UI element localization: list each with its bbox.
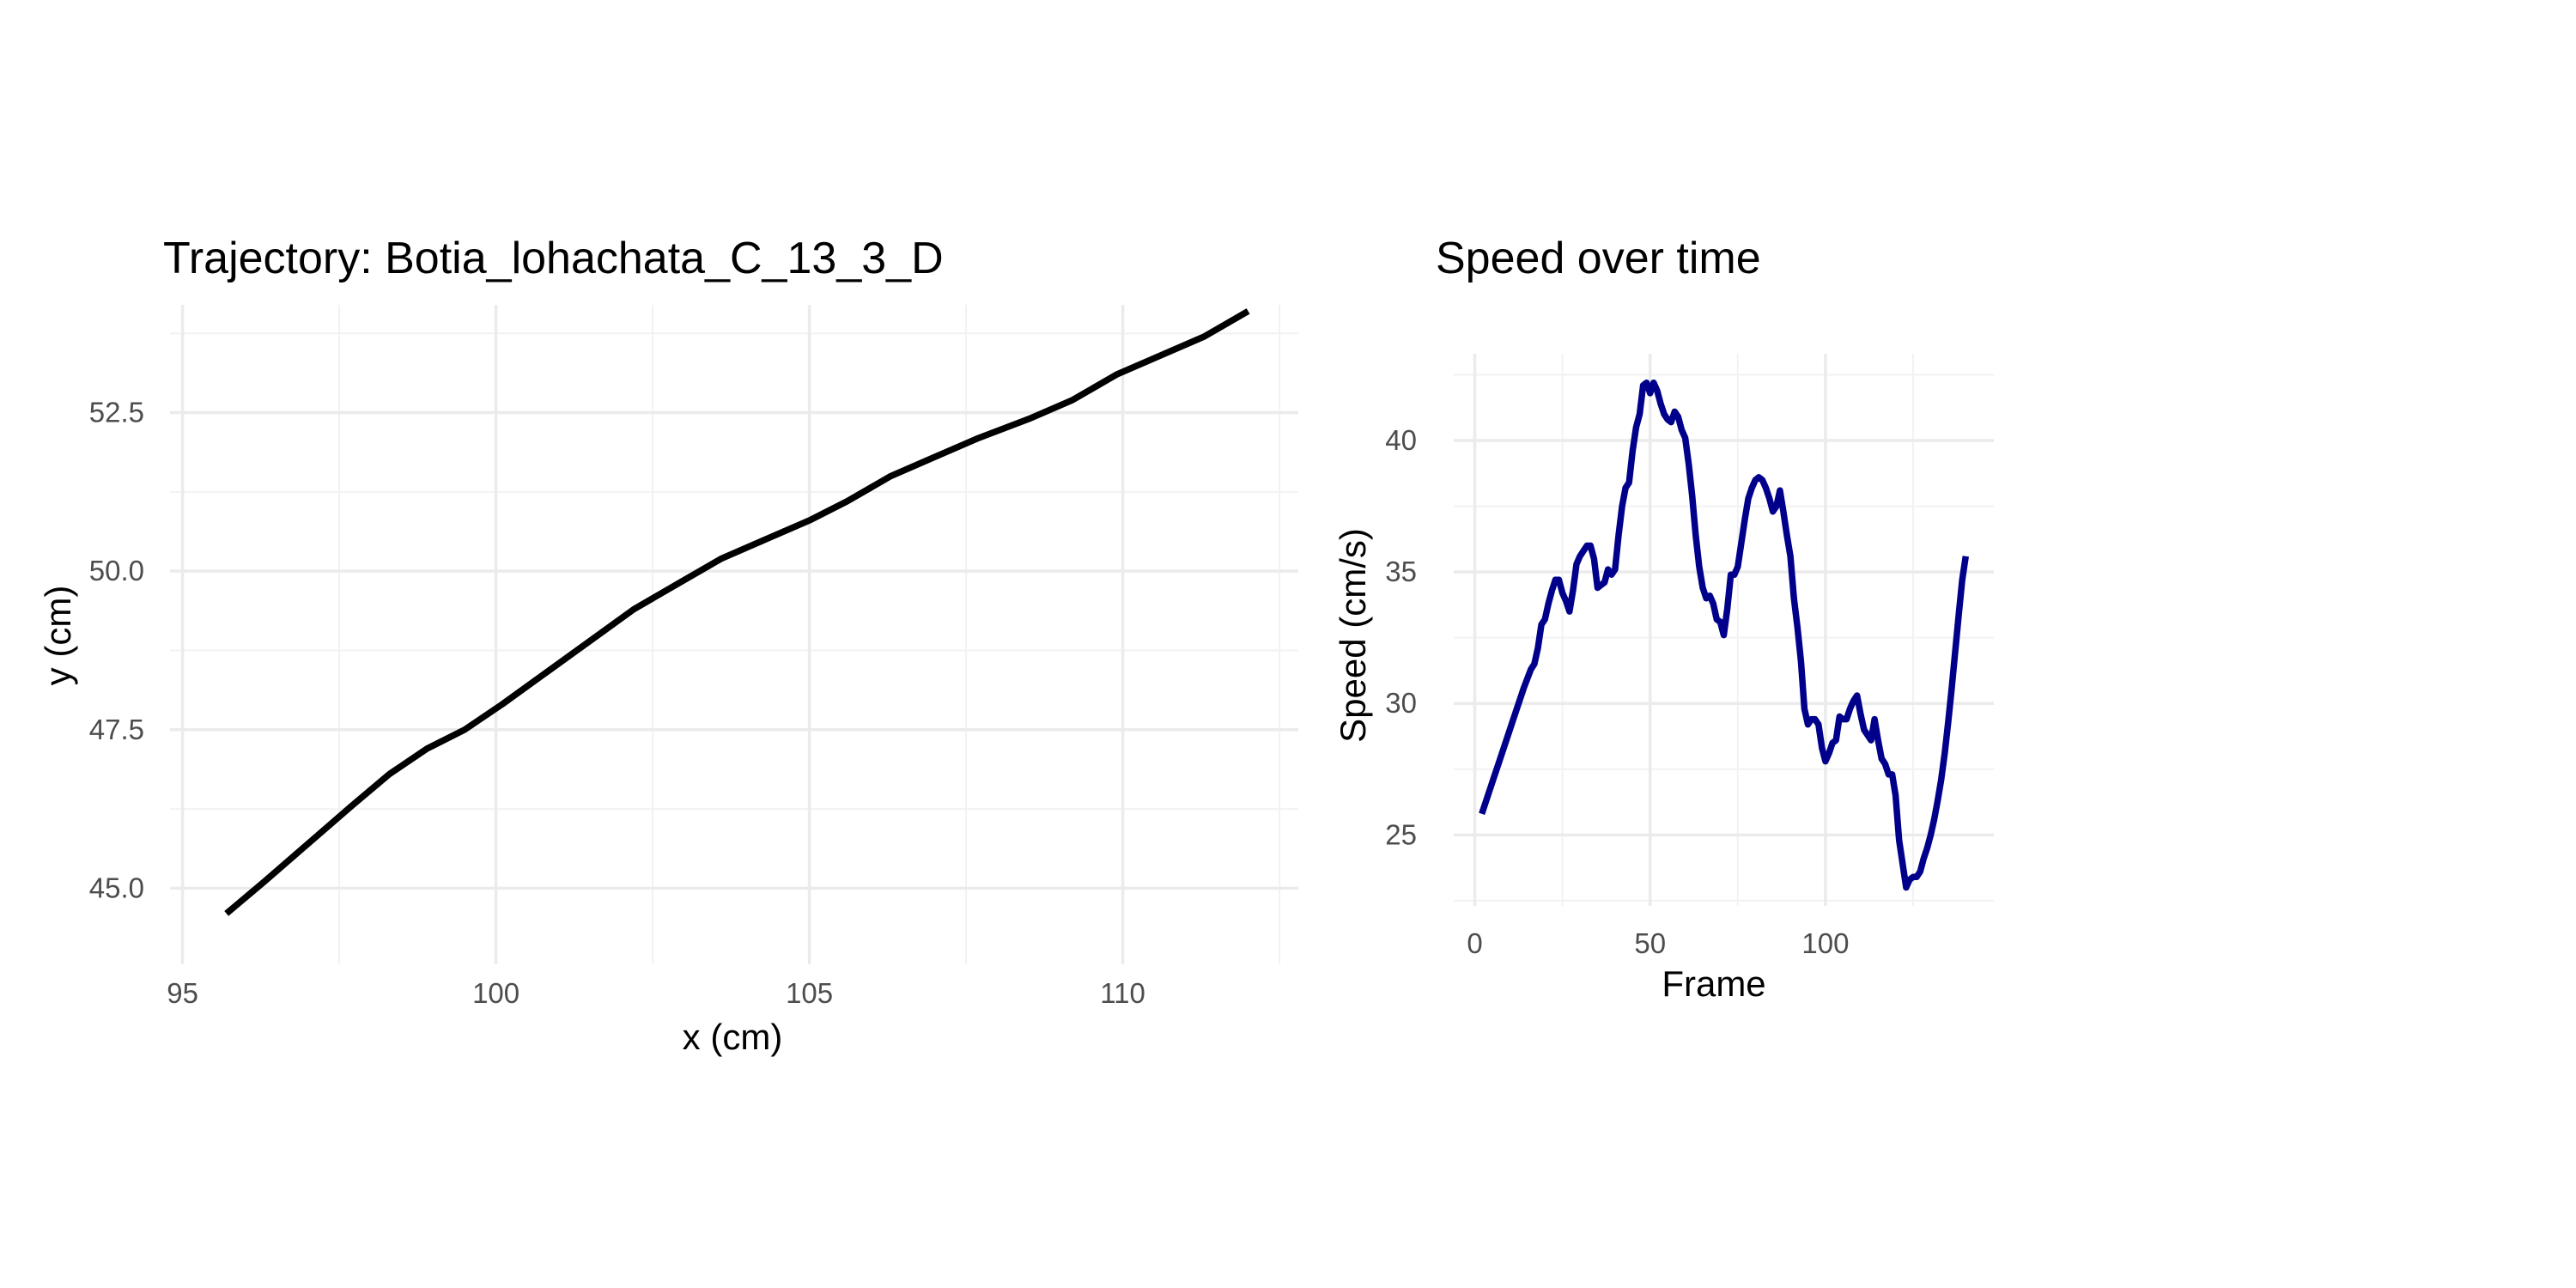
speed-title: Speed over time (1436, 234, 1761, 283)
trajectory-grid (170, 305, 1298, 964)
trajectory-series (224, 308, 1250, 916)
trajectory-y-tick-label: 52.5 (89, 397, 144, 428)
speed-x-tick-labels: 0 50 100 (1467, 927, 1849, 959)
trajectory-x-axis-title: x (cm) (683, 1017, 783, 1057)
trajectory-y-tick-label: 45.0 (89, 872, 144, 903)
trajectory-y-tick-labels: 45.0 47.5 50.0 52.5 (89, 397, 144, 904)
trajectory-y-tick-label: 50.0 (89, 555, 144, 586)
trajectory-series-line (224, 308, 1250, 916)
speed-x-tick-label: 50 (1634, 927, 1666, 959)
speed-panel: Speed over time 0 50 100 25 30 35 40 Frame Sp… (1333, 234, 1994, 1004)
trajectory-x-tick-label: 105 (786, 977, 833, 1009)
speed-y-tick-label: 40 (1385, 424, 1417, 456)
speed-y-tick-label: 25 (1385, 818, 1417, 850)
speed-y-tick-label: 35 (1385, 556, 1417, 587)
speed-series-line (1479, 379, 1970, 891)
speed-x-axis-title: Frame (1662, 963, 1765, 1004)
trajectory-title: Trajectory: Botia_lohachata_C_13_3_D (163, 234, 944, 283)
speed-series (1479, 379, 1970, 891)
trajectory-x-tick-label: 95 (167, 977, 198, 1009)
speed-y-tick-label: 30 (1385, 687, 1417, 719)
speed-x-tick-label: 0 (1467, 927, 1482, 959)
speed-x-tick-label: 100 (1801, 927, 1849, 959)
trajectory-y-axis-title: y (cm) (38, 586, 78, 686)
speed-y-axis-title: Speed (cm/s) (1333, 528, 1373, 743)
trajectory-x-tick-label: 100 (472, 977, 519, 1009)
trajectory-x-tick-label: 110 (1100, 977, 1145, 1009)
trajectory-x-tick-labels: 95 100 105 110 (167, 977, 1145, 1009)
speed-grid (1454, 354, 1994, 906)
speed-y-tick-labels: 25 30 35 40 (1385, 424, 1417, 850)
trajectory-panel: Trajectory: Botia_lohachata_C_13_3_D 95 1… (38, 234, 1298, 1057)
trajectory-y-tick-label: 47.5 (89, 714, 144, 745)
